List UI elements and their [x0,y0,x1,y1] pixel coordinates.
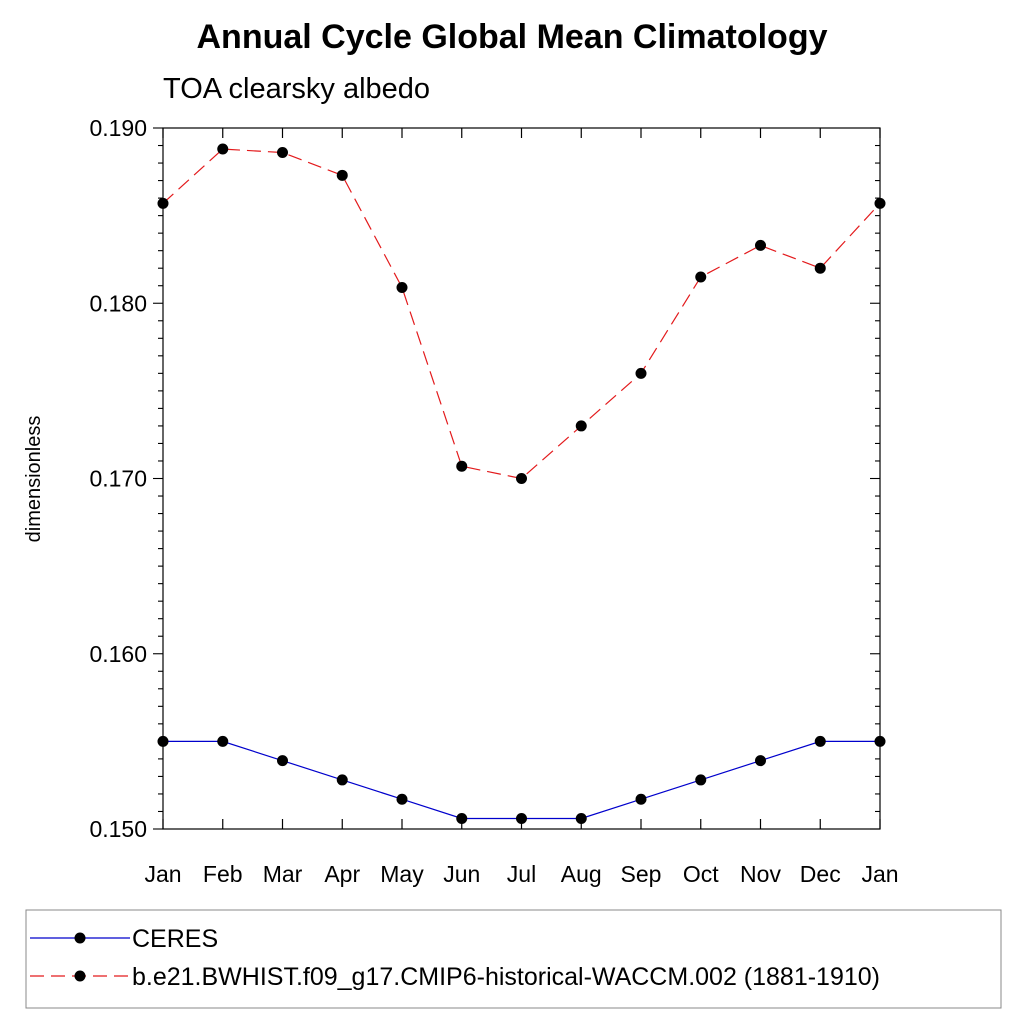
x-tick-label: Jul [507,861,536,887]
series-2-point [277,147,288,159]
x-tick-label: Aug [561,861,602,887]
y-axis-label: dimensionless [23,416,45,543]
series-2-point [217,143,229,155]
series-2 [157,143,886,484]
series-2-point [635,367,647,379]
series-2-point [575,420,587,432]
x-tick-labels: Jan Feb Mar Apr May Jun Jul Aug Sep Oct Nov Dec Jan [144,861,898,887]
y-tick-labels: 0.150 0.160 0.170 0.180 0.190 [89,115,147,842]
series-2-line [162,148,881,480]
x-tick-label: Jan [861,861,898,887]
series-1-point [336,774,348,786]
series-2-point [516,473,527,484]
series-layer [157,143,886,824]
series-2-point [814,262,826,274]
series-2-point [336,169,348,181]
x-tick-label: Jun [443,861,480,887]
series-1-point [695,774,707,786]
series-2-point [695,271,707,283]
legend-label-1: CERES [132,925,218,953]
x-tick-label: Dec [800,861,841,887]
chart-title: Annual Cycle Global Mean Climatology [197,18,828,56]
series-1-line [163,740,880,820]
y-tick-label: 0.160 [89,641,147,667]
series-1-point [575,812,587,824]
series-2-point [755,239,766,251]
series-1-point [755,755,766,767]
legend-marker-2 [74,970,86,982]
x-tick-label: Nov [740,861,781,887]
series-2-point [157,197,169,209]
series-1-point [217,735,229,747]
series-1-point [396,793,408,805]
chart-subtitle: TOA clearsky albedo [163,73,430,105]
legend-box [25,909,1002,1009]
x-tick-label: Sep [621,861,662,887]
x-tick-label: Oct [683,861,719,887]
y-tick-label: 0.170 [89,466,147,492]
series-2-point [396,281,408,293]
series-1-point [157,735,169,747]
x-tick-label: May [380,861,424,887]
series-1-point [277,755,288,767]
x-tick-label: Feb [203,861,243,887]
series-1 [157,735,886,824]
x-tick-label: Apr [324,861,360,887]
legend-marker-1 [74,932,86,944]
y-tick-label: 0.190 [89,115,147,141]
x-tick-label: Jan [144,861,181,887]
series-1-point [635,793,647,805]
series-2-point [456,460,468,472]
series-1-point [814,735,826,747]
x-tick-label: Mar [263,861,303,887]
legend-label-2: b.e21.BWHIST.f09_g17.CMIP6-historical-WA… [132,963,880,991]
y-tick-label: 0.150 [89,816,147,842]
series-1-point [456,812,468,824]
legend: CERES b.e21.BWHIST.f09_g17.CMIP6-historic… [30,925,880,991]
series-1-point [874,735,886,747]
series-1-point [516,812,527,824]
series-2-point [874,197,886,209]
y-tick-label: 0.180 [89,290,147,316]
